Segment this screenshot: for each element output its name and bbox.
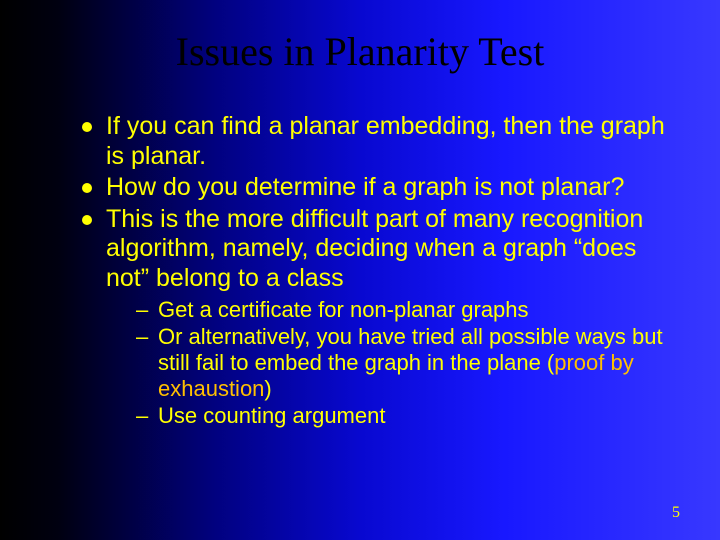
sub-bullet-text: Get a certificate for non-planar graphs bbox=[158, 297, 529, 322]
sub-bullet-text-post: ) bbox=[264, 376, 271, 401]
slide: Issues in Planarity Test If you can find… bbox=[0, 0, 720, 540]
bullet-item: This is the more difficult part of many … bbox=[78, 205, 670, 429]
bullet-list: If you can find a planar embedding, then… bbox=[78, 112, 670, 429]
bullet-text: How do you determine if a graph is not p… bbox=[106, 173, 624, 201]
sub-bullet-item: Use counting argument bbox=[136, 403, 670, 429]
sub-bullet-item: Get a certificate for non-planar graphs bbox=[136, 297, 670, 323]
sub-bullet-item: Or alternatively, you have tried all pos… bbox=[136, 324, 670, 402]
bullet-item: How do you determine if a graph is not p… bbox=[78, 173, 670, 203]
bullet-item: If you can find a planar embedding, then… bbox=[78, 112, 670, 171]
sub-bullet-list: Get a certificate for non-planar graphs … bbox=[106, 297, 670, 429]
slide-title: Issues in Planarity Test bbox=[0, 28, 720, 75]
bullet-text: If you can find a planar embedding, then… bbox=[106, 112, 665, 170]
slide-body: If you can find a planar embedding, then… bbox=[78, 112, 670, 431]
page-number: 5 bbox=[672, 504, 680, 522]
sub-bullet-text: Use counting argument bbox=[158, 403, 385, 428]
bullet-text: This is the more difficult part of many … bbox=[106, 205, 643, 292]
